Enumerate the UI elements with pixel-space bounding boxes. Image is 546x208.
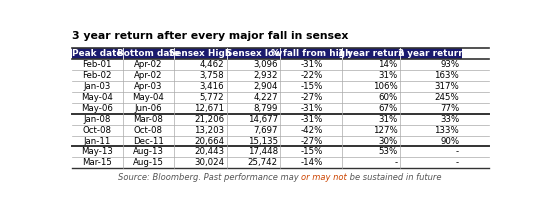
Text: 15,135: 15,135	[248, 136, 278, 146]
Bar	[72, 81, 489, 92]
Text: 2,904: 2,904	[253, 82, 278, 91]
Text: 163%: 163%	[435, 71, 459, 80]
Text: 30%: 30%	[378, 136, 397, 146]
Bar	[72, 48, 123, 59]
Text: Jun-06: Jun-06	[134, 104, 162, 113]
Text: -15%: -15%	[300, 82, 323, 91]
Bar	[281, 48, 342, 59]
Text: 30,024: 30,024	[194, 158, 224, 167]
Bar	[72, 70, 489, 81]
Text: 21,206: 21,206	[194, 115, 224, 124]
Bar	[174, 48, 227, 59]
Text: 60%: 60%	[378, 93, 397, 102]
Text: 3,096: 3,096	[253, 60, 278, 69]
Text: 245%: 245%	[435, 93, 459, 102]
Text: -22%: -22%	[300, 71, 323, 80]
Text: May-06: May-06	[81, 104, 113, 113]
Text: 20,443: 20,443	[194, 147, 224, 156]
Text: Mar-08: Mar-08	[133, 115, 163, 124]
Text: 12,671: 12,671	[194, 104, 224, 113]
Text: -42%: -42%	[300, 126, 323, 135]
Text: Bottom date: Bottom date	[117, 49, 180, 58]
Text: Sensex low: Sensex low	[225, 49, 282, 58]
Text: -: -	[456, 158, 459, 167]
Text: -15%: -15%	[300, 147, 323, 156]
Text: Feb-01: Feb-01	[82, 60, 112, 69]
Text: 67%: 67%	[378, 104, 397, 113]
Text: -31%: -31%	[300, 115, 323, 124]
Text: 4,462: 4,462	[200, 60, 224, 69]
Text: 1 year return: 1 year return	[338, 49, 405, 58]
Text: 90%: 90%	[440, 136, 459, 146]
Text: -: -	[394, 158, 397, 167]
Text: Source: Bloomberg. Past performance may: Source: Bloomberg. Past performance may	[118, 173, 301, 182]
Bar	[72, 146, 489, 157]
Text: 14,677: 14,677	[248, 115, 278, 124]
Text: 3,758: 3,758	[200, 71, 224, 80]
Bar	[72, 114, 489, 125]
Text: 8,799: 8,799	[253, 104, 278, 113]
Text: -27%: -27%	[300, 93, 323, 102]
Text: Oct-08: Oct-08	[134, 126, 163, 135]
Text: 3 year return after every major fall in sensex: 3 year return after every major fall in …	[72, 31, 348, 41]
Bar	[72, 157, 489, 168]
Bar	[72, 136, 489, 146]
Text: Jan-08: Jan-08	[84, 115, 111, 124]
Text: 14%: 14%	[378, 60, 397, 69]
Text: 53%: 53%	[378, 147, 397, 156]
Bar	[72, 125, 489, 136]
Text: 25,742: 25,742	[248, 158, 278, 167]
Text: 3,416: 3,416	[200, 82, 224, 91]
Text: 2,932: 2,932	[253, 71, 278, 80]
Text: 31%: 31%	[378, 115, 397, 124]
Text: Feb-02: Feb-02	[82, 71, 112, 80]
Bar	[72, 59, 489, 70]
Bar	[72, 92, 489, 103]
Text: be sustained in future: be sustained in future	[347, 173, 442, 182]
Text: Sensex High: Sensex High	[169, 49, 232, 58]
Text: -27%: -27%	[300, 136, 323, 146]
Bar	[342, 48, 400, 59]
Text: 13,203: 13,203	[194, 126, 224, 135]
Text: 4,227: 4,227	[253, 93, 278, 102]
Text: 93%: 93%	[440, 60, 459, 69]
Text: Apr-02: Apr-02	[134, 60, 162, 69]
Text: 20,664: 20,664	[194, 136, 224, 146]
Text: 3 year return: 3 year return	[397, 49, 464, 58]
Text: 106%: 106%	[372, 82, 397, 91]
Text: 133%: 133%	[435, 126, 459, 135]
Text: Peak date: Peak date	[72, 49, 122, 58]
Text: May-04: May-04	[81, 93, 113, 102]
Text: Jan-11: Jan-11	[84, 136, 111, 146]
Text: Apr-03: Apr-03	[134, 82, 162, 91]
Bar	[123, 48, 174, 59]
Text: Mar-15: Mar-15	[82, 158, 112, 167]
Text: May-04: May-04	[132, 93, 164, 102]
Text: Oct-08: Oct-08	[82, 126, 111, 135]
Text: May-13: May-13	[81, 147, 113, 156]
Text: 31%: 31%	[378, 71, 397, 80]
Text: 77%: 77%	[440, 104, 459, 113]
Text: Aug-13: Aug-13	[133, 147, 164, 156]
Text: Apr-02: Apr-02	[134, 71, 162, 80]
Text: Aug-15: Aug-15	[133, 158, 164, 167]
Text: 17,448: 17,448	[248, 147, 278, 156]
Text: -31%: -31%	[300, 60, 323, 69]
Text: 127%: 127%	[372, 126, 397, 135]
Text: 5,772: 5,772	[200, 93, 224, 102]
Bar	[400, 48, 462, 59]
Text: or may not: or may not	[301, 173, 347, 182]
Text: -: -	[456, 147, 459, 156]
Text: % fall from high: % fall from high	[271, 49, 352, 58]
Text: -14%: -14%	[300, 158, 323, 167]
Text: Dec-11: Dec-11	[133, 136, 163, 146]
Text: 33%: 33%	[440, 115, 459, 124]
Text: 317%: 317%	[435, 82, 459, 91]
Text: -31%: -31%	[300, 104, 323, 113]
Text: Jan-03: Jan-03	[84, 82, 111, 91]
Text: 7,697: 7,697	[253, 126, 278, 135]
Bar	[72, 103, 489, 114]
Bar	[227, 48, 281, 59]
